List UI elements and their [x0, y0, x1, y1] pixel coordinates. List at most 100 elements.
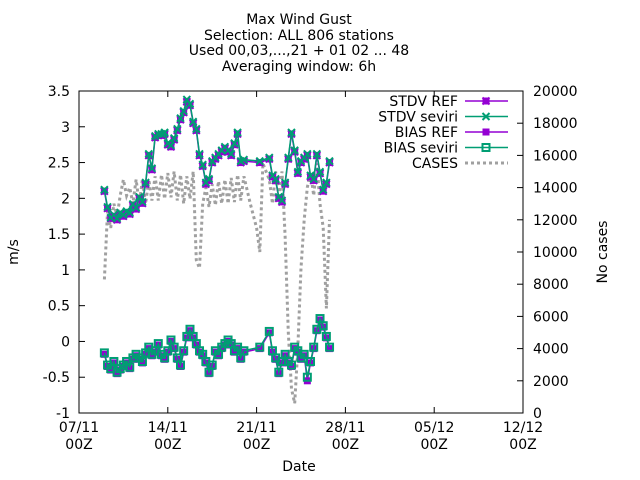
data-point [173, 124, 182, 134]
y-tick-label: 0.5 [48, 299, 70, 315]
data-point [315, 167, 325, 177]
y2-tick-label: 18000 [533, 116, 578, 132]
x-tick-label: 28/11 [325, 420, 365, 436]
data-point [233, 128, 242, 137]
chart-title: Max Wind Gust Selection: ALL 806 station… [189, 12, 409, 75]
data-point [179, 106, 188, 116]
data-point [100, 185, 109, 194]
data-point [148, 352, 156, 360]
y2-tick-label: 14000 [533, 181, 578, 197]
data-point [287, 128, 296, 137]
y2-tick-label: 8000 [533, 277, 569, 293]
data-point [161, 355, 169, 363]
data-point-box [227, 151, 235, 159]
y2-tick-label: 4000 [533, 342, 569, 358]
x-tick-label-hour: 00Z [509, 437, 536, 453]
data-point [255, 342, 265, 352]
data-point [325, 342, 335, 352]
data-point [107, 366, 115, 374]
y2-tick-label: 20000 [533, 84, 578, 100]
data-point [302, 372, 312, 382]
data-point [185, 99, 195, 109]
legend-label-cases: CASES [412, 156, 458, 172]
data-point-box [256, 159, 264, 167]
data-point-box [132, 205, 140, 213]
x-axis: 07/1100Z14/1100Z21/1100Z28/1100Z05/1200Z… [59, 91, 543, 453]
x-tick-label: 21/11 [236, 420, 276, 436]
data-point [138, 197, 147, 207]
data-point [297, 355, 305, 363]
data-point-box [240, 157, 248, 165]
legend-label-bias-ref: BIAS REF [395, 125, 458, 141]
series-stdv-ref [100, 97, 334, 225]
data-point [239, 155, 249, 164]
x-tick-label: 07/11 [59, 420, 99, 436]
x-tick-label-hour: 00Z [420, 437, 447, 453]
data-point [280, 178, 290, 187]
data-point [318, 321, 328, 331]
legend-label-stdv-seviri: STDV seviri [378, 110, 458, 126]
data-point [204, 174, 214, 184]
data-point [166, 141, 176, 150]
y-tick-label: 1 [61, 263, 70, 279]
data-point-box [148, 166, 156, 174]
data-point-box [113, 216, 121, 224]
data-point [125, 362, 135, 372]
y-tick-label: -1 [56, 406, 70, 422]
data-point [179, 346, 189, 356]
x-tick-label: 05/12 [414, 420, 454, 436]
data-point [188, 117, 198, 126]
x-tick-label-hour: 00Z [243, 437, 270, 453]
y2-tick-label: 6000 [533, 309, 569, 325]
data-point [113, 370, 121, 378]
data-point [169, 134, 179, 143]
data-point [138, 359, 146, 367]
data-point [309, 342, 319, 352]
y-tick-label: 3.5 [48, 84, 70, 100]
x-tick-label-hour: 00Z [332, 437, 359, 453]
x-tick-label-hour: 00Z [65, 437, 92, 453]
series-cases [102, 162, 331, 404]
legend-marker-bias-ref [482, 128, 490, 136]
data-point [198, 160, 207, 169]
data-point [135, 192, 144, 202]
data-point [230, 139, 239, 148]
y-tick-label: 3 [61, 120, 70, 136]
title-line-2: Selection: ALL 806 stations [204, 28, 394, 44]
series-line-cases [102, 162, 331, 404]
data-point-box [310, 176, 318, 184]
data-point [230, 348, 238, 356]
data-point [207, 360, 217, 370]
y-tick-label: -0.5 [43, 370, 70, 386]
data-point [325, 156, 334, 166]
y2-tick-label: 10000 [533, 245, 578, 261]
legend-label-bias-seviri: BIAS seviri [384, 141, 458, 157]
legend-marker-bias-seviri [481, 143, 491, 152]
data-point [306, 356, 316, 366]
y2-tick-label: 0 [533, 406, 542, 422]
y-tick-label: 0 [61, 334, 70, 350]
data-point [326, 345, 334, 353]
data-point [175, 360, 185, 370]
y2-tick-label: 16000 [533, 148, 578, 164]
data-point [321, 331, 331, 341]
data-point [103, 202, 112, 212]
x-tick-label-hour: 00Z [154, 437, 181, 453]
title-line-1: Max Wind Gust [246, 12, 352, 28]
x-tick-label: 12/12 [503, 420, 543, 436]
y-tick-label: 2.5 [48, 156, 70, 172]
data-point [109, 356, 119, 366]
x-axis-label: Date [282, 459, 315, 475]
data-point [264, 326, 274, 336]
data-point [255, 156, 264, 166]
data-point [147, 164, 157, 173]
legend-marker-stdv-ref-box [482, 97, 490, 105]
data-point [293, 167, 303, 177]
data-point [144, 149, 153, 159]
data-point [309, 174, 318, 184]
data-point [274, 367, 284, 377]
data-point [137, 356, 147, 366]
data-point [284, 153, 293, 162]
